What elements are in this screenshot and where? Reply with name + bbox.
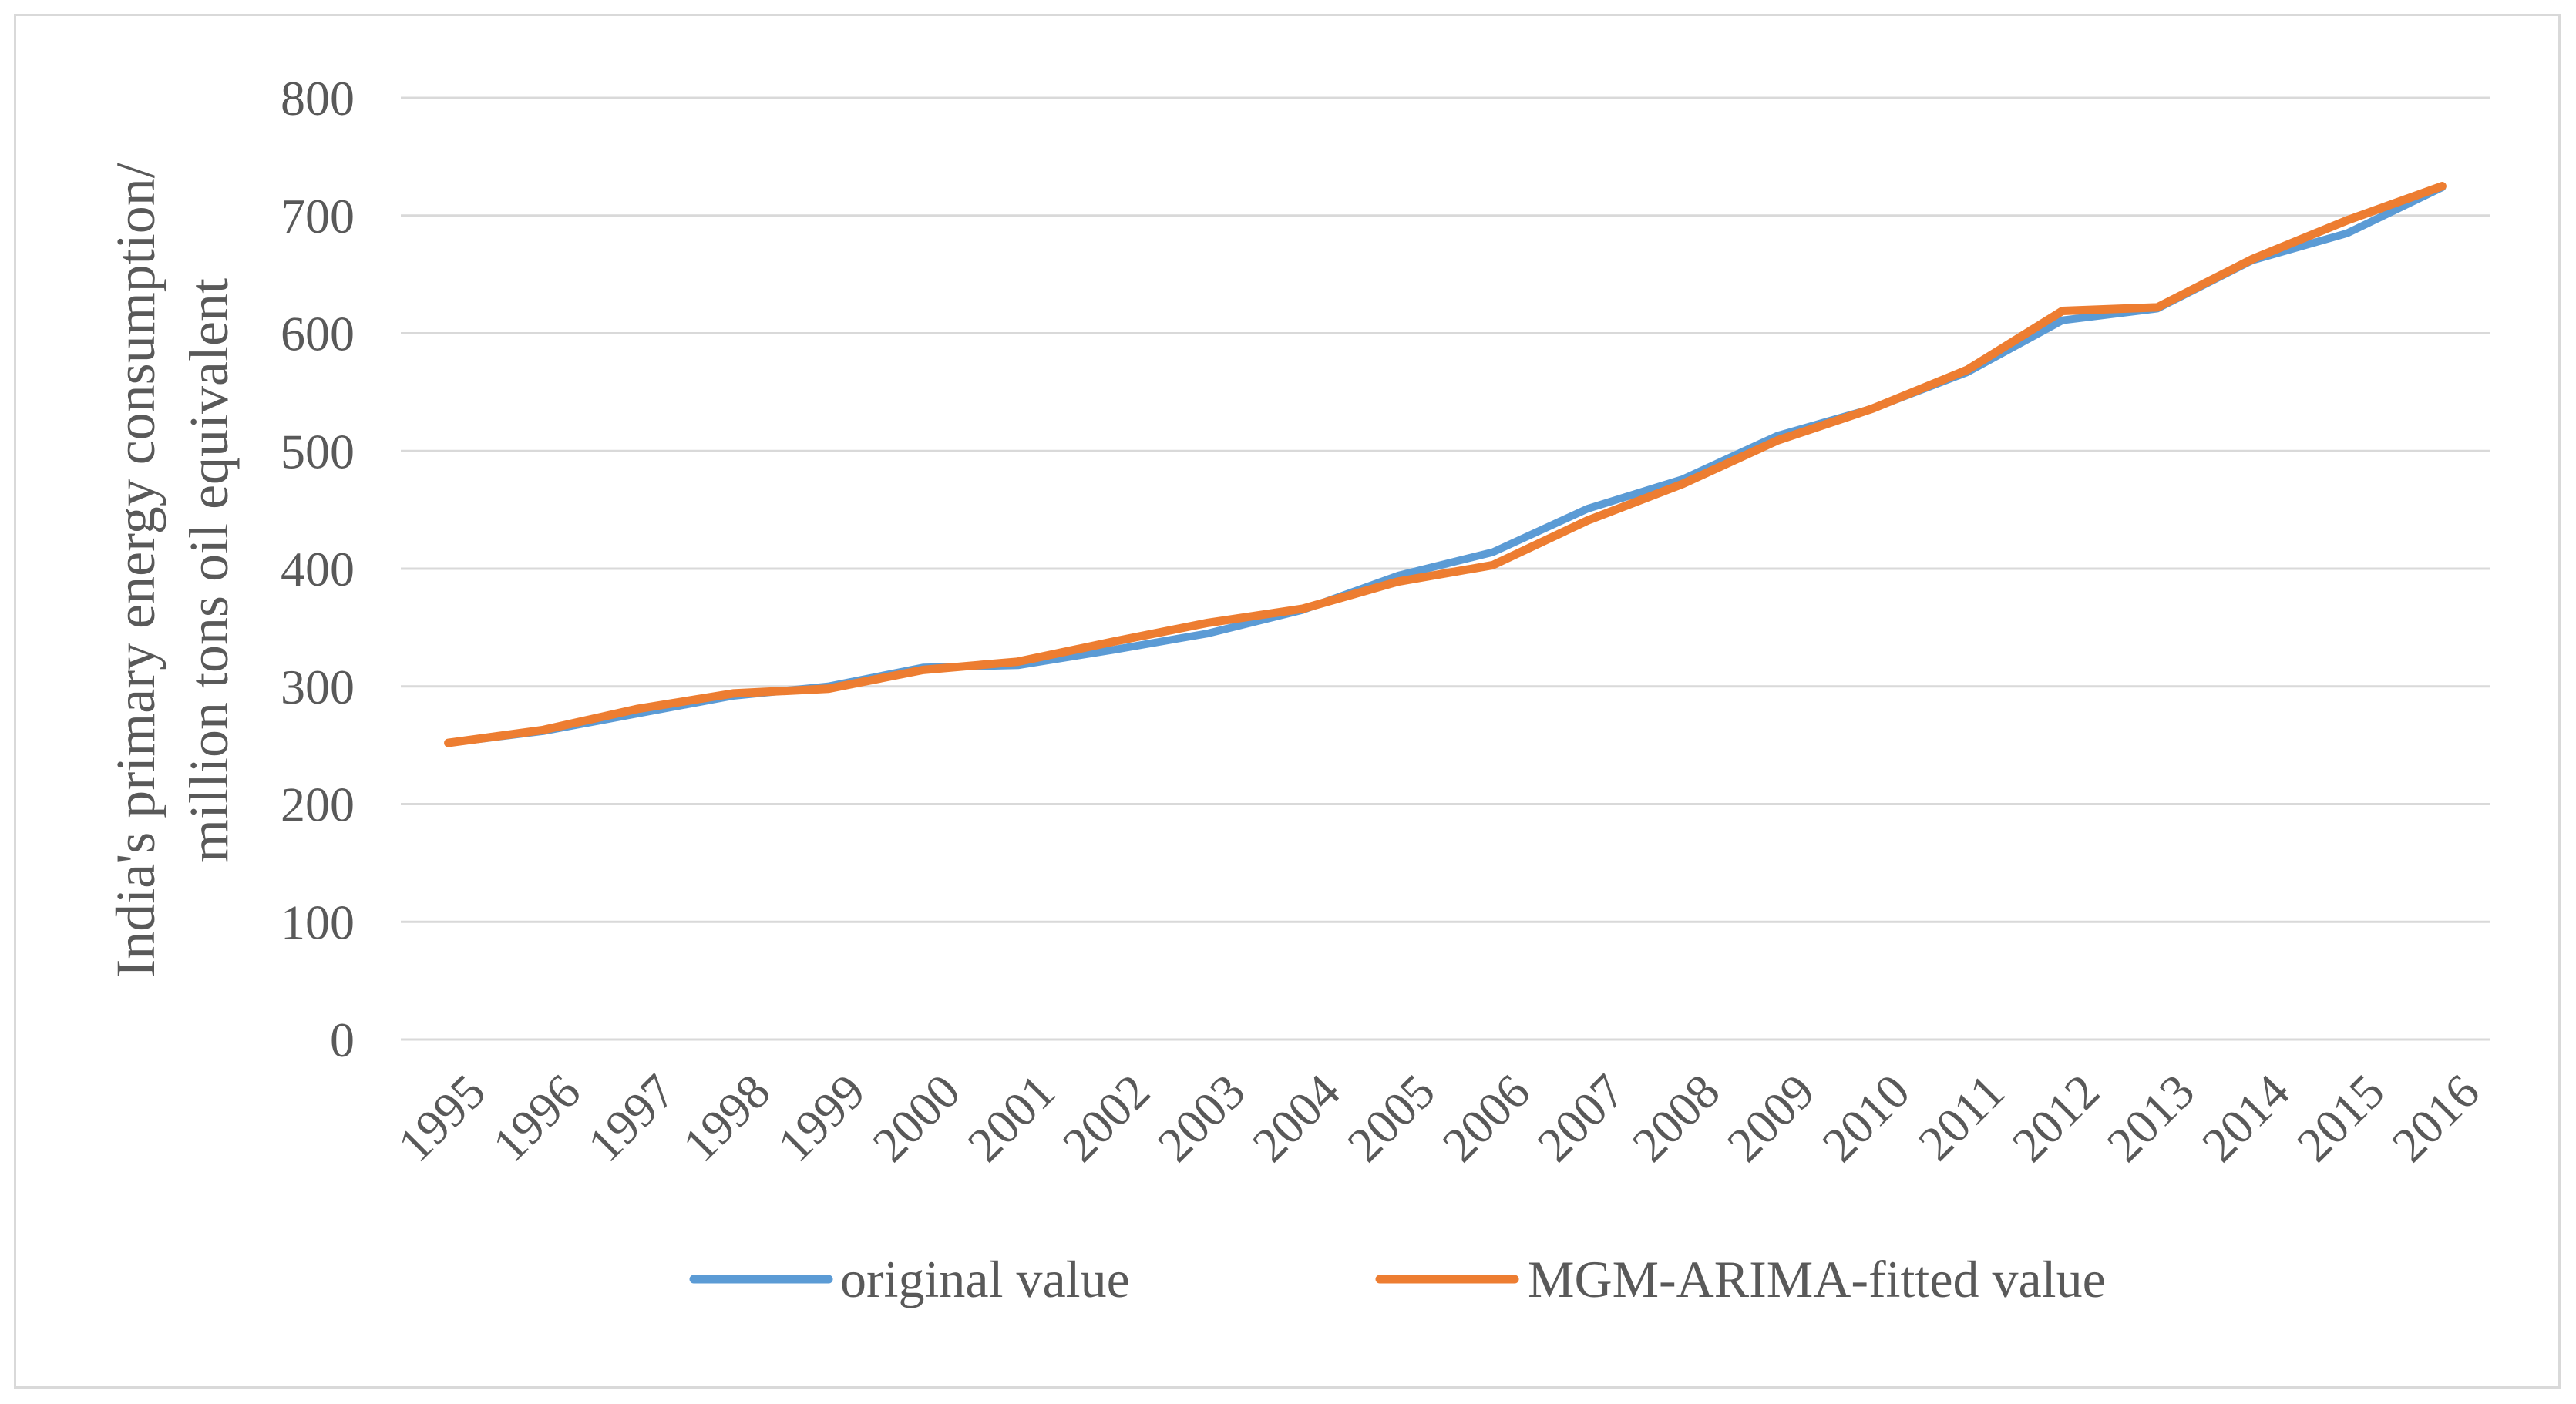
- y-tick-labels: 0 100 200 300 400 500 600 700 800: [281, 71, 355, 1067]
- x-tick-label: 2002: [1052, 1063, 1161, 1172]
- x-tick-label: 2016: [2381, 1063, 2490, 1172]
- x-tick-label: 1995: [387, 1063, 496, 1172]
- y-tick-label: 200: [281, 778, 355, 832]
- y-tick-label: 700: [281, 189, 355, 244]
- x-tick-label: 2005: [1337, 1063, 1445, 1172]
- x-tick-label: 1997: [577, 1063, 686, 1172]
- y-tick-label: 500: [281, 424, 355, 479]
- chart-frame: [14, 14, 2561, 1389]
- y-tick-label: 800: [281, 71, 355, 126]
- x-tick-label: 2006: [1431, 1063, 1540, 1172]
- x-tick-labels: 1995199619971998199920002001200220032004…: [387, 1063, 2490, 1172]
- y-axis-title-line2: million tons oil equivalent: [178, 278, 240, 862]
- x-tick-label: 2009: [1717, 1063, 1825, 1172]
- y-axis-title-line1: India's primary energy consumption/: [105, 163, 166, 977]
- x-tick-label: 2011: [1908, 1063, 2015, 1171]
- x-tick-label: 2001: [957, 1063, 1066, 1172]
- y-tick-label: 300: [281, 660, 355, 714]
- legend: original value MGM-ARIMA-fitted value: [689, 1250, 2106, 1308]
- x-tick-label: 2010: [1811, 1063, 1920, 1172]
- y-tick-label: 100: [281, 895, 355, 949]
- x-tick-label: 2000: [862, 1063, 970, 1172]
- x-tick-label: 2004: [1242, 1063, 1350, 1172]
- series-lines: [444, 182, 2447, 747]
- x-tick-label: 2012: [2002, 1063, 2110, 1172]
- y-tick-label: 0: [330, 1013, 355, 1067]
- y-tick-label: 600: [281, 307, 355, 361]
- legend-label: MGM-ARIMA-fitted value: [1528, 1250, 2106, 1308]
- series-line-original-value: [444, 183, 2447, 747]
- x-tick-label: 1996: [483, 1063, 591, 1172]
- gridlines: [401, 96, 2490, 1041]
- x-tick-label: 2008: [1622, 1063, 1730, 1172]
- x-tick-label: 2007: [1527, 1063, 1636, 1172]
- series-line-mgm-arima-fitted-value: [444, 182, 2447, 747]
- y-tick-label: 400: [281, 542, 355, 596]
- x-tick-label: 1999: [767, 1063, 876, 1172]
- x-tick-label: 2014: [2191, 1063, 2300, 1172]
- x-tick-label: 2003: [1147, 1063, 1256, 1172]
- x-tick-label: 2013: [2097, 1063, 2205, 1172]
- legend-label: original value: [840, 1250, 1130, 1308]
- x-tick-label: 2015: [2286, 1063, 2395, 1172]
- x-tick-label: 1998: [672, 1063, 781, 1172]
